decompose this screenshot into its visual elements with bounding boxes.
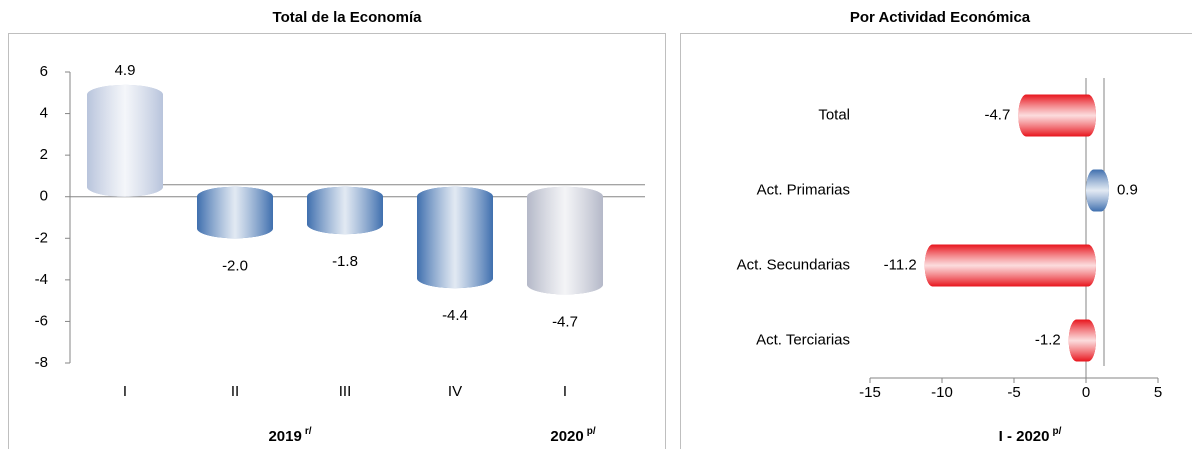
value-label: -4.7 [552,313,578,330]
value-label: -1.8 [332,253,358,270]
x-tick-label: I [123,383,127,400]
y-tick-label: Total [818,106,850,123]
value-label: -1.2 [1035,331,1061,348]
x-tick-label: 0 [1082,384,1090,401]
bar-shade [197,186,273,239]
y-tick-label: 0 [40,188,48,205]
value-label: 4.9 [115,62,136,79]
chart-title: Total de la Economía [273,9,423,26]
label-superscript: p/ [1052,426,1061,437]
bar-shade [417,186,493,289]
axis-group-label: I - 2020 p/ [999,426,1062,445]
y-tick-label: Act. Primarias [757,181,850,198]
axis-group-label: 2019 r/ [268,426,311,445]
label-text: 2019 [268,428,301,445]
bar-shade [527,186,603,295]
x-tick-label: IV [448,383,462,400]
chart-frame [8,33,666,449]
x-tick-label: 5 [1154,384,1162,401]
value-label: -4.7 [984,106,1010,123]
value-label: -11.2 [884,256,917,273]
y-tick-label: -8 [35,354,48,371]
x-tick-label: II [231,383,239,400]
x-tick-label: III [339,383,352,400]
bar-shade [924,244,1096,287]
chart-title: Por Actividad Económica [850,9,1031,26]
value-label: -4.4 [442,307,468,324]
y-tick-label: 4 [40,105,48,122]
axis-group-label: 2020 p/ [550,426,595,445]
value-label: 0.9 [1117,181,1138,198]
label-superscript: r/ [305,426,312,437]
label-text: I - 2020 [999,428,1050,445]
y-tick-label: -4 [35,271,48,288]
y-tick-label: 6 [40,63,48,80]
y-tick-label: Act. Terciarias [756,331,850,348]
bar-shade [1018,94,1096,137]
bar-shade [87,84,163,197]
y-tick-label: -2 [35,229,48,246]
bar-shade [1068,319,1096,362]
chart-frame [680,33,1192,449]
bar-shade [1086,169,1109,212]
x-tick-label: -5 [1007,384,1020,401]
x-tick-label: -15 [859,384,881,401]
bar-shade [307,186,383,235]
y-tick-label: 2 [40,146,48,163]
y-tick-label: -6 [35,312,48,329]
label-text: 2020 [550,428,583,445]
value-label: -2.0 [222,257,248,274]
y-tick-label: Act. Secundarias [737,256,850,273]
x-tick-label: -10 [931,384,953,401]
label-superscript: p/ [587,426,596,437]
x-tick-label: I [563,383,567,400]
